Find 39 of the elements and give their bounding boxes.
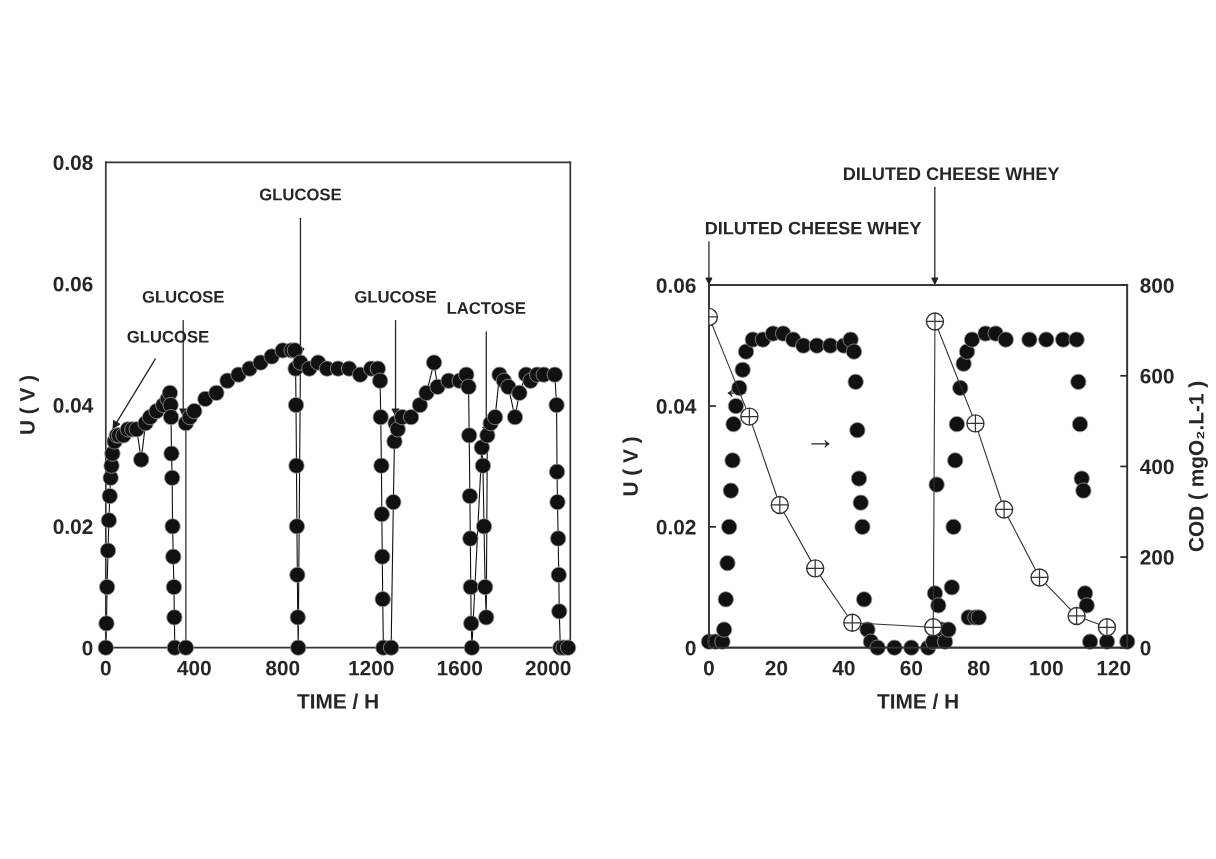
y2-axis-title: COD ( mgO₂.L-1 ) bbox=[1188, 381, 1208, 552]
annotation: → bbox=[811, 440, 830, 448]
x-tick-label: 1200 bbox=[349, 660, 394, 676]
x-tick-label: 60 bbox=[900, 660, 923, 676]
annotation: GLUCOSE bbox=[142, 290, 224, 303]
x-tick-label: 800 bbox=[266, 660, 300, 676]
y-tick-label: 0.06 bbox=[656, 278, 696, 293]
y-axis-title: U ( V ) bbox=[19, 375, 39, 434]
x-tick-label: 400 bbox=[177, 660, 211, 676]
annotation: GLUCOSE bbox=[259, 188, 341, 201]
y-tick-label: 0.08 bbox=[53, 155, 93, 171]
y-tick-label: 0.04 bbox=[656, 399, 697, 414]
y-tick-label: 0 bbox=[82, 640, 93, 656]
x-tick-label: 100 bbox=[1030, 660, 1063, 676]
x-tick-label: 1600 bbox=[437, 660, 483, 676]
x-tick-label: 20 bbox=[765, 660, 788, 676]
y2-tick-label: 800 bbox=[1140, 278, 1174, 293]
y2-tick-label: 600 bbox=[1140, 368, 1174, 384]
text: DILUTED CHEESE WHEY bbox=[705, 221, 922, 235]
x-tick-label: 120 bbox=[1097, 660, 1131, 676]
y-tick-label: 0 bbox=[685, 640, 696, 656]
y2-tick-label: 400 bbox=[1140, 459, 1174, 475]
text: DILUTED CHEESE WHEY bbox=[843, 167, 1060, 181]
annotation: LACTOSE bbox=[447, 302, 526, 314]
x-tick-label: 40 bbox=[832, 660, 855, 676]
x-tick-label: 0 bbox=[703, 660, 714, 676]
y-tick-label: 0.02 bbox=[53, 519, 93, 535]
y-tick-label: 0.06 bbox=[53, 276, 93, 292]
x-axis-title: TIME / H bbox=[877, 693, 958, 710]
annotation: GLUCOSE bbox=[355, 290, 437, 303]
x-tick-label: 2000 bbox=[525, 660, 571, 676]
y-tick-label: 0.02 bbox=[656, 519, 696, 535]
y-axis-title: U ( V ) bbox=[622, 437, 642, 496]
y2-tick-label: 0 bbox=[1140, 640, 1151, 656]
x-axis-title: TIME / H bbox=[297, 693, 378, 710]
x-tick-label: 80 bbox=[967, 660, 990, 676]
y-tick-label: 0.04 bbox=[53, 398, 94, 413]
x-tick-label: 0 bbox=[100, 660, 111, 676]
y2-tick-label: 200 bbox=[1140, 550, 1174, 565]
